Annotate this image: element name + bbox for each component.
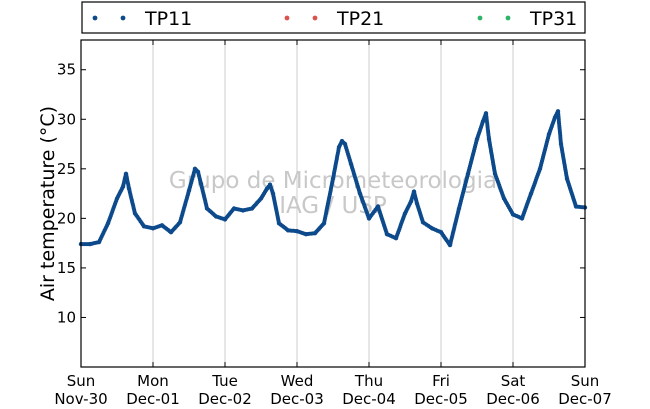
x-tick-label-day: Wed [281,372,314,390]
x-tick-label-date: Dec-01 [126,390,180,408]
axis-ticks: SunNov-30MonDec-01TueDec-02WedDec-03ThuD… [54,40,612,408]
legend-marker-tp31 [505,15,511,21]
x-tick-label-date: Dec-04 [342,390,396,408]
x-tick-label-day: Tue [211,372,238,390]
legend-marker-tp21 [312,15,318,21]
y-tick-label: 35 [57,61,76,79]
legend-label-tp21: TP21 [336,8,384,30]
x-tick-label-date: Dec-03 [270,390,324,408]
y-tick-label: 20 [57,209,76,227]
x-tick-label-day: Mon [137,372,169,390]
grid-lines [152,40,514,367]
legend-label-tp31: TP31 [529,8,577,30]
x-tick-label-day: Sun [67,372,96,390]
x-tick-label-day: Sun [571,372,600,390]
x-tick-label-date: Dec-07 [558,390,612,408]
legend-marker-tp21 [284,15,290,21]
data-points [78,109,588,248]
x-tick-label-date: Dec-06 [486,390,540,408]
legend: TP11 TP21 TP31 [81,1,586,34]
legend-marker-tp31 [477,15,483,21]
x-tick-label-date: Nov-30 [54,390,107,408]
y-tick-label: 10 [57,308,76,326]
x-tick-label-day: Sat [501,372,526,390]
plot-frame [80,39,586,368]
legend-marker-tp11 [92,15,98,21]
x-tick-label-date: Dec-02 [198,390,252,408]
legend-label-tp11: TP11 [144,8,192,30]
y-tick-label: 25 [57,160,76,178]
y-tick-label: 30 [57,110,76,128]
x-tick-label-date: Dec-05 [414,390,468,408]
x-tick-label-day: Fri [432,372,450,390]
y-tick-label: 15 [57,259,76,277]
legend-marker-tp11 [120,15,126,21]
x-tick-label-day: Thu [354,372,383,390]
legend-box [81,1,586,34]
legend-items: TP11 TP21 TP31 [92,8,577,30]
y-axis-title: Air temperature (°C) [37,106,59,301]
